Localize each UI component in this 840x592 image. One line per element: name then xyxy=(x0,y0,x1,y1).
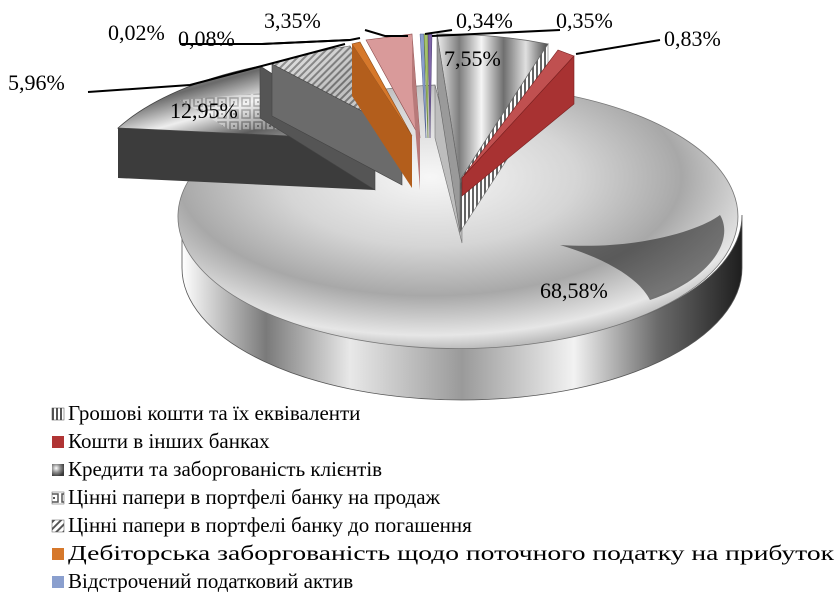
legend-label-deferred-tax: Відстрочений податковий актив xyxy=(68,569,353,592)
leader-line-0-35 xyxy=(431,29,561,37)
legend-label-securities-sale: Цінні папери в портфелі банку на продаж xyxy=(68,485,441,509)
label-0-35: 0,35% xyxy=(556,8,613,33)
slice-pink xyxy=(365,33,421,190)
legend-item-securities-sale: Цінні папери в портфелі банку на продаж xyxy=(51,485,441,509)
slice-cash-top xyxy=(436,33,549,182)
leader-line-0-83 xyxy=(575,39,661,55)
label-0-02: 0,02% xyxy=(108,20,165,45)
legend-label-other-banks: Кошти в інших банках xyxy=(68,429,270,453)
legend-label-cash: Грошові кошти та їх еквіваленти xyxy=(68,401,360,425)
slice-tax-receivable xyxy=(351,41,413,188)
legend-item-loans: Кредити та заборгованість клієнтів xyxy=(52,457,382,481)
legend-item-tax-receivable: Дебіторська заборгованість щодо поточног… xyxy=(52,541,835,565)
leader-line-0-08 xyxy=(261,37,361,45)
legend-swatch-loans xyxy=(52,464,64,476)
leader-line-3-35 xyxy=(364,29,408,37)
leader-line-5-96 xyxy=(87,43,346,93)
label-3-35: 3,35% xyxy=(264,8,321,33)
slice-cash-inner xyxy=(436,33,461,233)
slice-deferred-tax xyxy=(419,33,427,139)
label-5-96: 5,96% xyxy=(8,70,65,95)
legend-item-other-banks: Кошти в інших банках xyxy=(52,429,270,453)
slice-pink-side xyxy=(412,34,420,190)
label-0-83: 0,83% xyxy=(664,26,721,51)
legend-swatch-securities-maturity xyxy=(51,519,65,533)
label-0-34: 0,34% xyxy=(456,8,513,33)
leader-line-0-34 xyxy=(424,29,453,35)
label-68-58: 68,58% xyxy=(540,278,608,303)
legend-swatch-other-banks xyxy=(52,436,64,448)
slice-other-banks-side xyxy=(461,55,575,197)
legend-label-securities-maturity: Цінні папери в портфелі банку до погашен… xyxy=(68,513,472,537)
legend-item-securities-maturity: Цінні папери в портфелі банку до погашен… xyxy=(51,513,472,537)
slice-loans-shine xyxy=(560,215,725,300)
slice-deferred-tax-top xyxy=(419,33,427,139)
slice-other-banks xyxy=(461,49,575,197)
legend-swatch-deferred-tax xyxy=(52,576,64,588)
label-0-08: 0,08% xyxy=(178,26,235,51)
label-7-55: 7,55% xyxy=(444,46,501,71)
legend-label-tax-receivable: Дебіторська заборгованість щодо поточног… xyxy=(68,541,835,565)
legend-swatch-securities-sale xyxy=(51,491,65,505)
legend-swatch-cash xyxy=(51,407,65,421)
legend-item-cash: Грошові кошти та їх еквіваленти xyxy=(51,401,360,425)
leader-lines xyxy=(87,29,661,93)
label-12-95: 12,95% xyxy=(170,98,238,123)
slice-tax-receivable-side xyxy=(352,44,412,188)
legend-item-deferred-tax: Відстрочений податковий актив xyxy=(52,569,353,592)
legend-swatch-tax-receivable xyxy=(52,548,64,560)
legend-label-loans: Кредити та заборгованість клієнтів xyxy=(68,457,382,481)
legend: Грошові кошти та їх еквіваленти Кошти в … xyxy=(51,401,835,592)
